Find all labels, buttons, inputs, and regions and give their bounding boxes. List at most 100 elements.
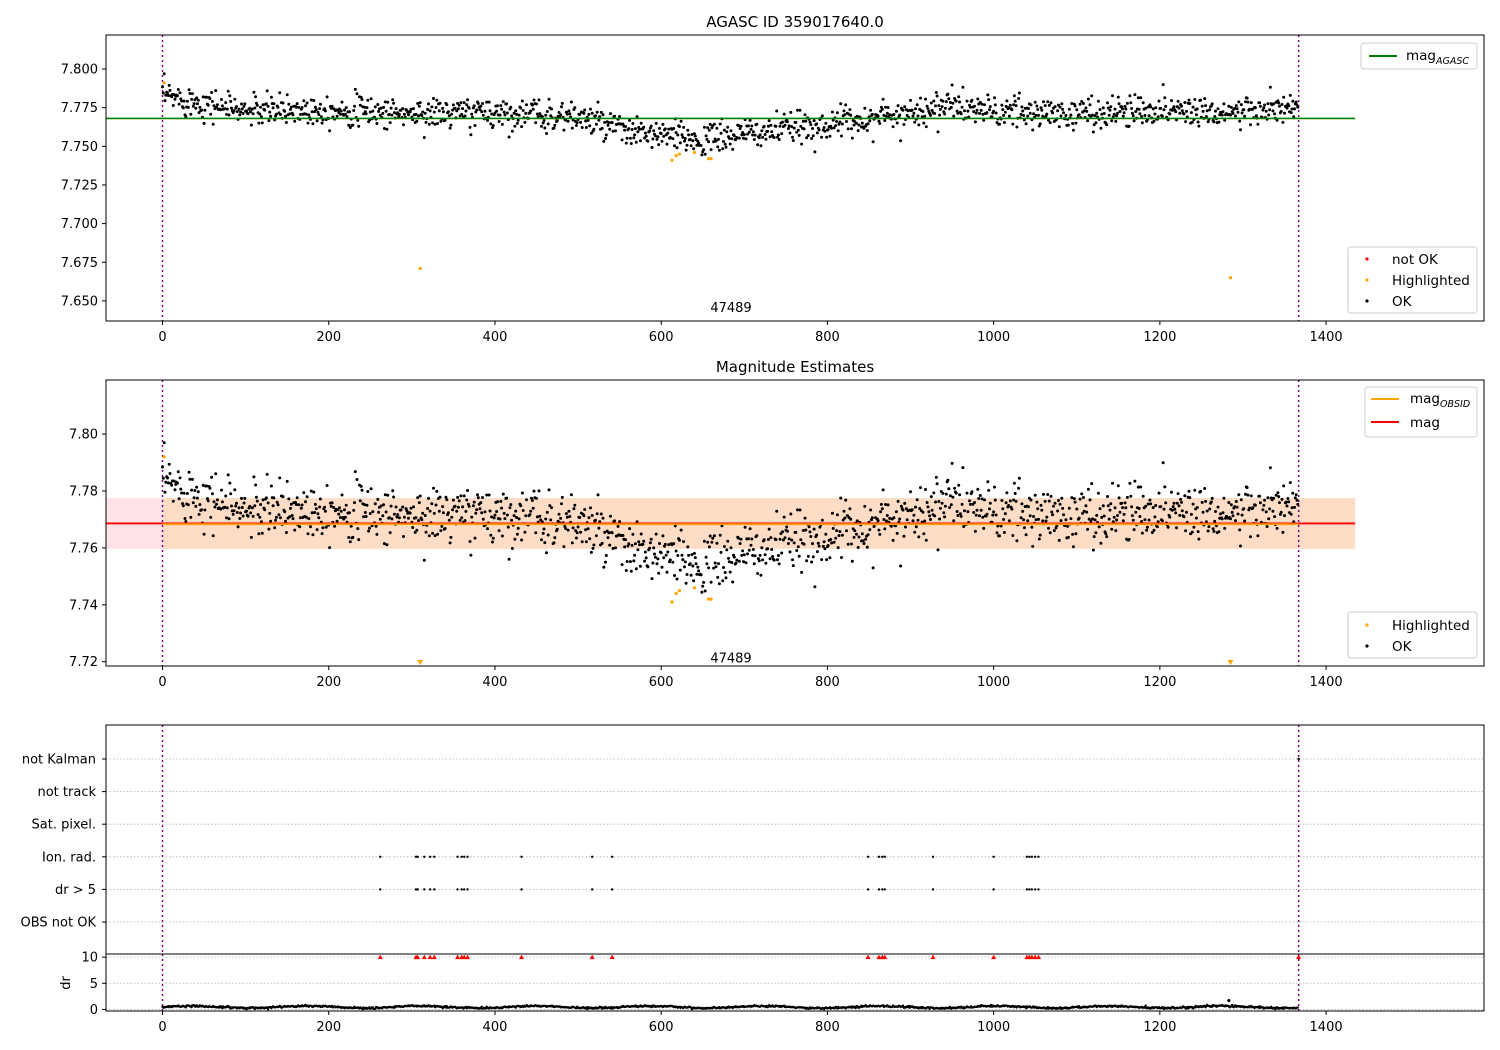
ok-point: [520, 538, 524, 542]
ok-point: [1275, 118, 1279, 122]
ok-point: [180, 99, 184, 103]
x-tick-label: 800: [815, 1020, 840, 1035]
ok-point: [1192, 525, 1196, 529]
ok-point: [772, 136, 776, 139]
ok-point: [164, 93, 168, 97]
ok-point: [934, 475, 938, 479]
ok-point: [284, 121, 288, 124]
ok-point: [248, 504, 252, 508]
ok-point: [809, 123, 813, 127]
ok-point: [1285, 106, 1289, 110]
ok-point: [661, 122, 665, 126]
ok-point: [985, 512, 989, 516]
ok-point: [182, 99, 186, 103]
ok-point: [960, 502, 964, 506]
ok-point: [835, 529, 839, 533]
ok-point: [259, 115, 263, 119]
ok-point: [213, 505, 217, 509]
flag-point: [428, 855, 432, 858]
ok-point: [1145, 528, 1149, 532]
ok-point: [830, 511, 834, 515]
ok-point: [1204, 520, 1208, 524]
ok-point: [579, 120, 583, 124]
ok-point: [1253, 503, 1257, 507]
ok-point: [493, 513, 497, 517]
ok-point: [417, 519, 420, 522]
ok-point: [1237, 100, 1241, 104]
ok-point: [842, 509, 846, 513]
ok-point: [203, 508, 207, 512]
ok-point: [1012, 103, 1016, 107]
ok-point: [623, 128, 627, 132]
ok-point: [499, 104, 503, 108]
ok-point: [1217, 530, 1221, 534]
ok-point: [166, 91, 169, 95]
ok-point: [609, 112, 612, 116]
ok-point: [972, 110, 976, 114]
ok-point: [714, 565, 718, 569]
ok-point: [796, 545, 800, 549]
ok-point: [557, 111, 561, 114]
ok-point: [271, 504, 275, 508]
ok-point: [1222, 102, 1226, 106]
ok-point: [811, 555, 815, 559]
ok-point: [1108, 508, 1112, 512]
ok-point: [1274, 493, 1278, 497]
ok-point: [1162, 108, 1166, 112]
ok-point: [1262, 106, 1266, 110]
ok-point: [937, 500, 941, 503]
ok-point: [161, 91, 165, 95]
ok-point: [1258, 501, 1262, 505]
ok-point: [562, 545, 566, 549]
ok-point: [430, 105, 434, 109]
ok-point: [1222, 496, 1226, 500]
ok-point: [678, 125, 681, 129]
ok-point: [826, 544, 830, 547]
ok-point: [649, 124, 653, 128]
ok-point: [365, 503, 369, 507]
ok-point: [187, 470, 191, 474]
ok-point: [190, 97, 194, 101]
ok-point: [258, 515, 262, 519]
ok-point: [340, 493, 344, 497]
ok-point: [624, 125, 627, 128]
ok-point: [703, 589, 707, 593]
legend-label-ok: OK: [1392, 294, 1413, 310]
ok-point: [279, 516, 282, 520]
ok-point: [500, 534, 504, 538]
ok-point: [302, 99, 306, 103]
panel1-axes-frame: [105, 34, 1485, 322]
ok-point: [431, 531, 435, 535]
ok-point: [1172, 501, 1176, 505]
ok-point: [994, 111, 998, 115]
ok-point: [862, 542, 866, 545]
ok-point: [668, 558, 672, 562]
ok-point: [368, 512, 372, 515]
ok-point: [1213, 115, 1217, 118]
ok-point: [896, 499, 900, 503]
ok-point: [325, 95, 329, 99]
ok-point: [802, 127, 806, 131]
ok-point: [1107, 517, 1111, 521]
x-tick-label: 1000: [977, 330, 1010, 345]
ok-point: [457, 103, 461, 107]
flag-point: [1297, 757, 1300, 761]
ok-point: [1288, 93, 1292, 97]
ok-point: [284, 531, 288, 534]
ok-point: [1056, 109, 1060, 113]
ok-point: [1147, 114, 1151, 118]
ok-point: [486, 527, 489, 531]
ok-point: [1071, 128, 1075, 132]
ok-point: [692, 579, 696, 583]
ok-point: [472, 500, 476, 504]
x-tick-label: 1200: [1143, 1020, 1176, 1035]
flag-point: [1028, 855, 1031, 858]
ok-point: [686, 128, 690, 132]
ok-point: [688, 562, 692, 566]
ok-point: [834, 536, 838, 540]
ok-point: [775, 509, 779, 513]
ok-point: [288, 112, 292, 116]
ok-point: [655, 137, 659, 141]
x-tick-label: 1400: [1310, 675, 1343, 690]
ok-point: [1106, 101, 1109, 105]
